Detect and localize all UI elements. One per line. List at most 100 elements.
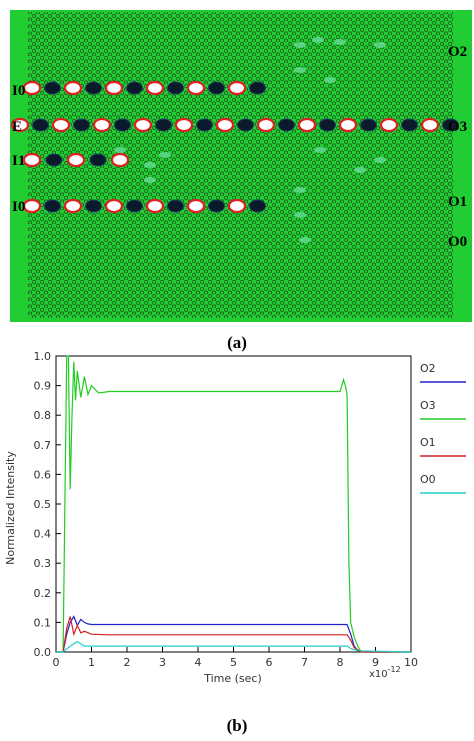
field-glow	[374, 157, 386, 163]
legend-label: O0	[420, 473, 436, 486]
field-darkspot	[442, 118, 459, 132]
field-glow	[294, 42, 306, 48]
field-hotspot	[186, 198, 206, 214]
y-tick-label: 0.8	[34, 409, 52, 422]
field-darkspot	[167, 81, 184, 95]
y-tick-label: 0.4	[34, 528, 52, 541]
caption-b: (b)	[226, 716, 248, 735]
field-hotspot	[297, 117, 317, 133]
port-label-i1: I1	[12, 153, 25, 169]
field-hotspot	[133, 117, 153, 133]
field-darkspot	[167, 199, 184, 213]
field-darkspot	[44, 81, 61, 95]
x-tick-label: 1	[88, 656, 95, 669]
series-line-o2	[56, 615, 411, 653]
field-glow	[114, 147, 126, 153]
field-glow	[324, 77, 336, 83]
field-glow	[294, 212, 306, 218]
field-hotspot	[227, 198, 247, 214]
port-label-i0-top: I0	[12, 83, 25, 99]
caption-a: (a)	[227, 333, 247, 352]
field-hotspot	[420, 117, 440, 133]
field-darkspot	[360, 118, 377, 132]
field-hotspot	[63, 198, 83, 214]
port-label-o1: O1	[448, 194, 467, 210]
field-darkspot	[85, 81, 102, 95]
x-tick-label: 0	[53, 656, 60, 669]
field-hotspot	[63, 80, 83, 96]
field-glow	[294, 67, 306, 73]
series-line-o1	[56, 616, 411, 653]
field-darkspot	[44, 199, 61, 213]
series-lines	[56, 355, 412, 653]
y-tick-label: 0.5	[34, 498, 52, 511]
field-darkspot	[278, 118, 295, 132]
field-darkspot	[155, 118, 172, 132]
field-darkspot	[114, 118, 131, 132]
port-labels: I0 E I1 I0 O2 O3 O1 O0	[12, 44, 467, 250]
field-hotspot	[92, 117, 112, 133]
field-hotspot	[22, 152, 42, 168]
legend-label: O2	[420, 362, 436, 375]
field-hotspot	[51, 117, 71, 133]
x-tick-label: 7	[301, 656, 308, 669]
x-tick-label: 4	[195, 656, 202, 669]
field-glow	[144, 177, 156, 183]
x-tick-label: 10	[404, 656, 418, 669]
field-map-panel: I0 E I1 I0 O2 O3 O1 O0	[10, 10, 472, 322]
x-axis-label: Time (sec)	[203, 672, 262, 685]
field-hotspot	[256, 117, 276, 133]
series-line-o3	[56, 355, 411, 653]
port-label-o3: O3	[448, 119, 467, 135]
field-hotspot	[227, 80, 247, 96]
field-glow	[334, 39, 346, 45]
port-label-i0-bottom: I0	[12, 199, 25, 215]
field-hotspot	[145, 198, 165, 214]
plot-area	[55, 355, 412, 653]
y-tick-label: 0.1	[34, 616, 52, 629]
hole-lattice	[28, 12, 453, 318]
field-glow	[159, 152, 171, 158]
field-hotspot	[104, 80, 124, 96]
intensity-chart: 0.0 0.1 0.2 0.3 0.4 0.5 0.6 0.7 0.8 0.9 1.0 0 1 2 3 4 5…	[4, 350, 466, 685]
field-darkspot	[196, 118, 213, 132]
port-label-o2: O2	[448, 44, 467, 60]
field-darkspot	[126, 81, 143, 95]
field-hotspot	[104, 198, 124, 214]
field-darkspot	[249, 81, 266, 95]
field-darkspot	[208, 81, 225, 95]
x-axis-ticks: 0 1 2 3 4 5 6 7 8 9 10	[53, 647, 418, 669]
x-tick-label: 6	[266, 656, 273, 669]
field-darkspot	[208, 199, 225, 213]
x-tick-label: 2	[124, 656, 131, 669]
field-darkspot	[126, 199, 143, 213]
port-label-e: E	[12, 119, 22, 135]
field-hotspot	[186, 80, 206, 96]
legend-label: O1	[420, 436, 436, 449]
field-glow	[354, 167, 366, 173]
series-line-o0	[56, 640, 412, 653]
x-tick-label: 8	[337, 656, 344, 669]
field-darkspot	[45, 153, 63, 167]
y-tick-label: 0.6	[34, 468, 52, 481]
field-darkspot	[319, 118, 336, 132]
y-tick-label: 0.7	[34, 439, 52, 452]
field-hotspot	[22, 198, 42, 214]
legend-label: O3	[420, 399, 436, 412]
field-darkspot	[401, 118, 418, 132]
field-glow	[314, 147, 326, 153]
y-tick-label: 0.3	[34, 557, 52, 570]
field-glow	[312, 37, 324, 43]
field-glow	[374, 42, 386, 48]
field-hotspot	[338, 117, 358, 133]
field-darkspot	[237, 118, 254, 132]
field-darkspot	[249, 199, 266, 213]
y-tick-label: 0.9	[34, 380, 52, 393]
port-label-o0: O0	[448, 234, 467, 250]
field-intensity-blobs	[10, 37, 459, 243]
x-tick-label: 3	[159, 656, 166, 669]
y-tick-label: 0.2	[34, 587, 52, 600]
field-darkspot	[73, 118, 90, 132]
y-axis-label: Normalized Intensity	[4, 451, 17, 565]
x-tick-label: 9	[372, 656, 379, 669]
